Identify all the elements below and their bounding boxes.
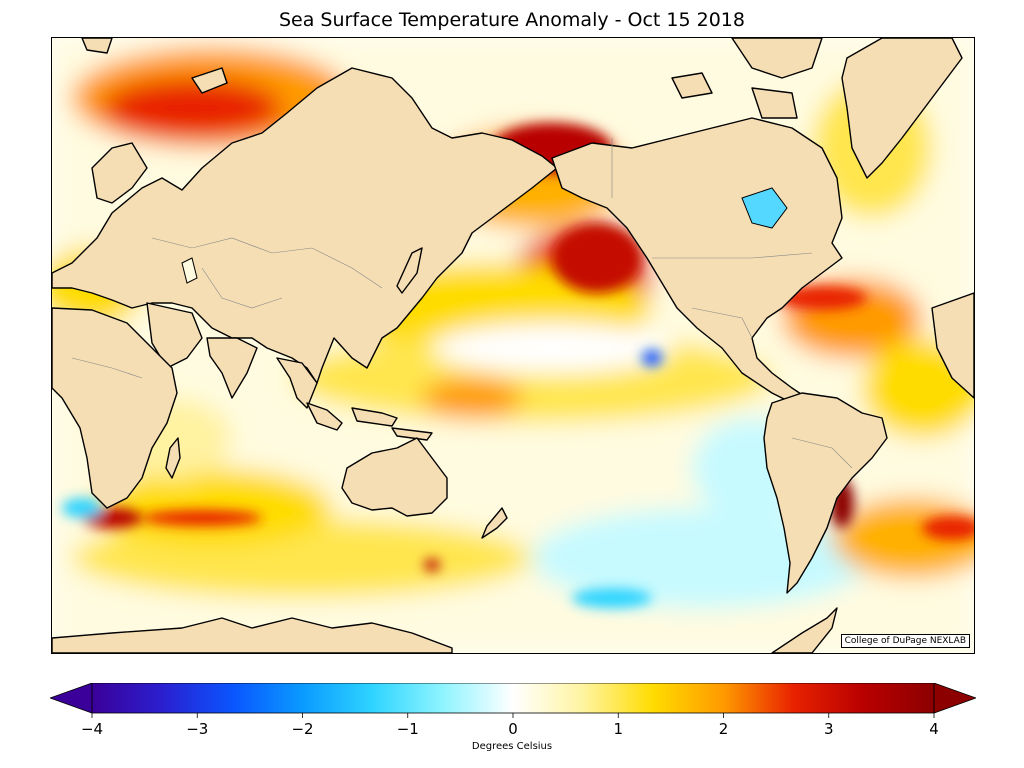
indonesia-landmass: [306, 402, 433, 441]
colorbar-tick-label: 4: [929, 720, 939, 738]
credit-label: College of DuPage NEXLAB: [840, 634, 970, 648]
colorbar-ticks: −4 −3 −2 −1 0 1 2 3 4: [81, 713, 939, 738]
map-title: Sea Surface Temperature Anomaly - Oct 15…: [279, 9, 745, 31]
australia-landmass: [341, 437, 448, 517]
europe-west-landmass: [91, 142, 148, 204]
svalbard-landmass: [81, 38, 228, 94]
greenland-landmass: [841, 38, 963, 179]
colorbar-tick-label: 3: [824, 720, 834, 738]
colorbar-tick-label: −4: [81, 720, 103, 738]
colorbar-tick-label: 0: [508, 720, 518, 738]
africa-landmass: [52, 307, 178, 509]
eurasia-landmass: [52, 67, 558, 384]
antarctica-landmass: [52, 607, 838, 653]
land-masses: [52, 38, 974, 653]
japan-landmass: [396, 247, 423, 294]
colorbar-tick-label: −3: [186, 720, 208, 738]
colorbar-gradient: [91, 683, 935, 714]
arctic-islands-landmass: [671, 38, 823, 119]
southeast-asia-landmass: [276, 357, 318, 409]
colorbar-tick-label: −2: [291, 720, 313, 738]
india-landmass: [206, 337, 258, 399]
country-borders: [71, 138, 853, 469]
inland-water: [181, 187, 788, 284]
colorbar-tick-label: 1: [613, 720, 623, 738]
map-canvas: [52, 38, 974, 653]
colorbar-units-label: Degrees Celsius: [471, 741, 553, 752]
colorbar-min-arrow: [50, 683, 93, 714]
arabia-landmass: [146, 302, 203, 369]
colorbar: −4 −3 −2 −1 0 1 2 3 4: [50, 683, 976, 738]
colorbar-tick-label: 2: [719, 720, 729, 738]
colorbar-tick-label: −1: [397, 720, 419, 738]
colorbar-max-arrow: [933, 683, 976, 714]
new-zealand-landmass: [481, 507, 508, 539]
madagascar-landmass: [165, 437, 181, 479]
south-america-landmass: [763, 392, 888, 594]
west-africa-landmass: [931, 292, 974, 399]
sst-anomaly-map: College of DuPage NEXLAB: [51, 37, 975, 654]
